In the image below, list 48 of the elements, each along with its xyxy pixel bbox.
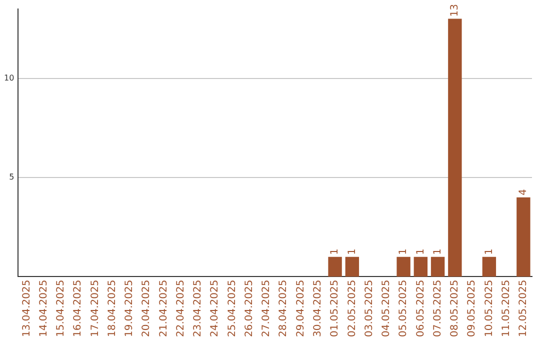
x-tick-label: 29.04.2025 (295, 280, 306, 338)
data-label: 1 (398, 248, 410, 255)
x-tick-label: 04.05.2025 (381, 280, 392, 338)
x-tick-label: 12.05.2025 (518, 280, 530, 338)
x-tick-label: 03.05.2025 (364, 280, 375, 338)
x-tick-label: 13.04.2025 (21, 280, 32, 338)
bar (328, 256, 342, 277)
x-tick-label: 21.04.2025 (158, 280, 170, 338)
x-tick-label: 30.04.2025 (312, 280, 324, 338)
x-tick-label: 01.05.2025 (330, 280, 341, 338)
x-tick-label: 14.04.2025 (38, 280, 50, 338)
x-tick-label: 10.05.2025 (484, 280, 495, 338)
x-tick-label: 28.04.2025 (278, 280, 290, 338)
data-label: 1 (346, 248, 358, 255)
data-label: 4 (518, 188, 530, 196)
bar (414, 256, 428, 277)
x-tick-label: 11.05.2025 (500, 280, 512, 338)
x-tick-label: 20.04.2025 (141, 280, 152, 338)
data-label: 1 (432, 248, 444, 255)
x-tick-label: 07.05.2025 (432, 280, 444, 338)
x-tick-label: 15.04.2025 (56, 280, 67, 338)
data-label: 13 (450, 4, 461, 17)
y-tick-label: 5 (9, 172, 14, 182)
x-tick-label: 16.04.2025 (72, 280, 84, 338)
x-tick-label: 09.05.2025 (466, 280, 478, 338)
bar (396, 256, 410, 277)
x-tick-label: 27.04.2025 (261, 280, 272, 338)
x-tick-label: 06.05.2025 (415, 280, 426, 338)
data-label: 1 (330, 248, 341, 255)
x-tick-label: 02.05.2025 (346, 280, 358, 338)
x-tick-label: 23.04.2025 (192, 280, 204, 338)
bar (516, 197, 530, 277)
x-tick-label: 19.04.2025 (124, 280, 136, 338)
x-tick-label: 18.04.2025 (106, 280, 118, 338)
y-tick-label: 10 (4, 73, 14, 82)
data-label: 1 (415, 248, 426, 255)
x-tick-label: 22.04.2025 (175, 280, 186, 338)
x-tick-label: 17.04.2025 (90, 280, 101, 338)
bar (345, 256, 360, 277)
bar (448, 18, 462, 277)
x-tick-label: 05.05.2025 (398, 280, 410, 338)
bar (430, 256, 445, 277)
x-tick-label: 25.04.2025 (226, 280, 238, 338)
bar (482, 256, 496, 277)
x-tick-label: 08.05.2025 (450, 280, 461, 338)
x-tick-label: 24.04.2025 (210, 280, 221, 338)
x-tick-label: 26.04.2025 (244, 280, 255, 338)
data-label: 1 (484, 248, 495, 255)
